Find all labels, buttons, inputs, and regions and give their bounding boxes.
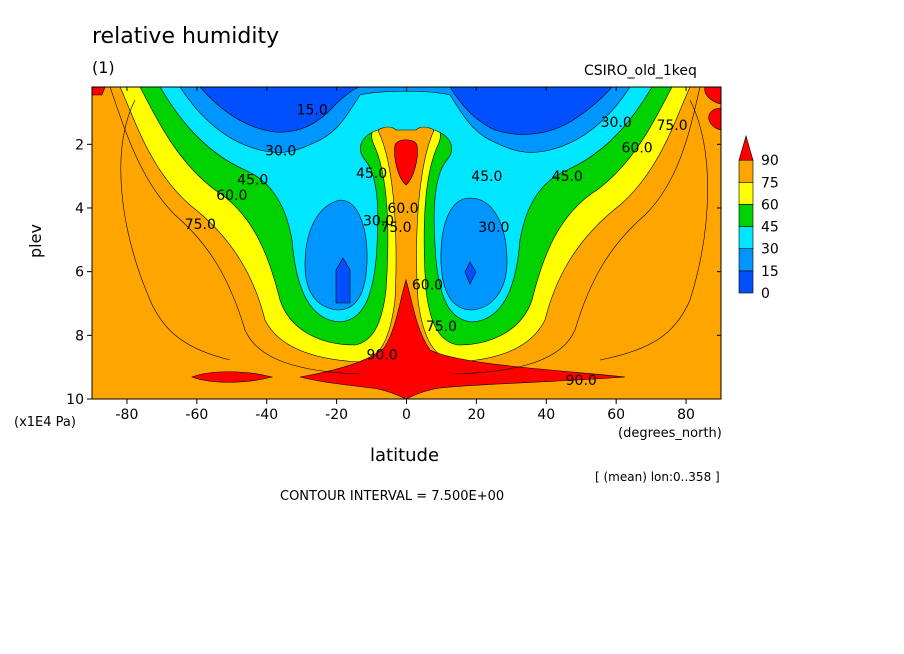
contour-label: 30.0 [478, 220, 509, 236]
contour-label: 30.0 [363, 214, 394, 230]
y-axis: 2 4 6 8 10 [66, 137, 721, 408]
contour-line-far-right [599, 99, 708, 361]
contour-label: 75.0 [656, 118, 687, 134]
colorbar-swatch [738, 159, 754, 183]
y-tick-label: 6 [75, 265, 84, 281]
y-tick-label: 10 [66, 392, 84, 408]
band-0-15-left-core [335, 257, 351, 304]
band-90-plus-equator [394, 139, 418, 186]
colorbar-label: 75 [761, 175, 779, 191]
x-tick-label: 80 [677, 407, 695, 423]
band-0-15-top-right [449, 87, 613, 135]
colorbar-label: 15 [761, 264, 779, 280]
chart-subtitle: (1) [92, 58, 115, 77]
colorbar-label: 30 [761, 242, 779, 258]
y-tick-label: 2 [75, 137, 84, 153]
x-tick-label: -60 [185, 407, 208, 423]
x-tick-label: -40 [255, 407, 278, 423]
colorbar-arrow [738, 134, 754, 161]
x-tick-label: -20 [325, 407, 348, 423]
contour-label: 45.0 [471, 169, 502, 185]
colorbar-swatch [738, 248, 754, 272]
y-tick-label: 8 [75, 328, 84, 344]
contour-label: 60.0 [387, 201, 418, 217]
model-label: CSIRO_old_1keq [584, 63, 697, 79]
contour-label: 60.0 [412, 277, 443, 293]
colorbar-swatch [738, 270, 754, 294]
band-0-15-right-core [464, 261, 477, 285]
contour-line-far-left [120, 99, 231, 361]
y-axis-units: (x1E4 Pa) [14, 415, 76, 430]
contour-line-75-right [454, 87, 701, 375]
contour-label: 45.0 [552, 169, 583, 185]
contour-label: 45.0 [237, 172, 268, 188]
colorbar-label: 90 [761, 153, 779, 169]
contour-line-75-left [109, 87, 361, 375]
contour-label: 75.0 [426, 319, 457, 335]
colorbar-label: 45 [761, 220, 779, 236]
x-tick-label: 40 [537, 407, 555, 423]
contour-label: 30.0 [265, 144, 296, 160]
contour-label: 75.0 [380, 220, 411, 236]
x-axis: -80 -60 -40 -20 0 20 40 60 80 [116, 87, 695, 423]
contour-labels: 15.030.045.060.075.045.030.075.060.045.0… [185, 102, 688, 389]
band-90-plus-south [191, 371, 274, 383]
x-axis-units: (degrees_north) [618, 426, 722, 441]
colorbar: 0 15 30 45 60 75 90 [738, 134, 779, 302]
colorbar-swatch [738, 204, 754, 227]
colorbar-label: 0 [761, 286, 770, 302]
mean-label: [ (mean) lon:0..358 ] [595, 470, 720, 484]
band-90-plus-corner-right [704, 87, 721, 105]
contour-label: 15.0 [297, 102, 328, 118]
x-tick-label: 20 [467, 407, 485, 423]
x-tick-label: 60 [607, 407, 625, 423]
contour-label: 90.0 [566, 373, 597, 389]
colorbar-swatch [738, 226, 754, 250]
colorbar-label: 60 [761, 197, 779, 213]
band-90-plus-right-edge [708, 107, 721, 131]
y-tick-label: 4 [75, 201, 84, 217]
band-15-30-right-lobe [440, 197, 508, 311]
x-tick-label: 0 [402, 407, 411, 423]
chart-title: relative humidity [92, 24, 280, 49]
band-90-plus-corner-left [92, 87, 106, 96]
contour-label: 60.0 [622, 140, 653, 156]
colorbar-swatch [738, 181, 754, 205]
contour-fill-layers [92, 87, 721, 399]
contour-interval-label: CONTOUR INTERVAL = 7.500E+00 [280, 489, 505, 504]
x-tick-label: -80 [116, 407, 139, 423]
band-0-15-top [199, 87, 361, 133]
band-15-30-left-lobe [304, 199, 368, 311]
x-axis-label: latitude [370, 445, 440, 466]
band-90-plus-lower [299, 278, 626, 399]
contour-label: 60.0 [216, 188, 247, 204]
contour-label: 75.0 [185, 217, 216, 233]
contour-label: 30.0 [601, 115, 632, 131]
contour-label: 90.0 [366, 347, 397, 363]
contour-label: 45.0 [356, 166, 387, 182]
